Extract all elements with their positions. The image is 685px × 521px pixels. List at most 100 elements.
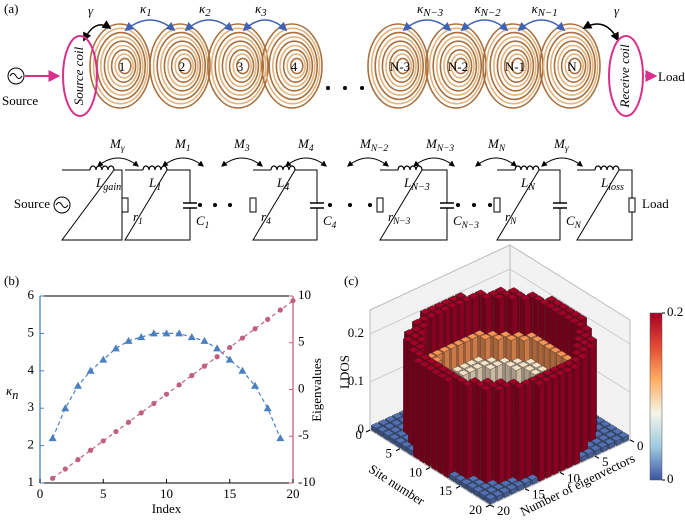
bar-top [426,305,439,312]
coupling-arrow [460,19,509,32]
point [73,381,82,389]
coil-turn [546,31,597,101]
coil-turn [149,23,211,109]
bar-top [494,378,507,385]
y-tick-label: 5 [28,324,35,339]
coil-number: 1 [119,59,126,74]
coil-number: N-3 [390,59,410,74]
bar-top [511,357,524,364]
coil-turn [392,53,413,79]
coil-turn [435,36,480,96]
coil-turn [439,40,478,92]
bar-top [523,365,536,372]
bar-face [485,387,492,487]
bar-top [460,478,473,485]
bar-top [568,363,581,370]
y2-tick-label: 5 [298,334,305,349]
x-tick [455,485,461,489]
gamma-arrow [83,20,112,42]
ellipsis-dot [198,203,202,207]
coupling-label-base: κ [255,1,262,16]
coil-turn [564,53,585,79]
bar-top [531,335,544,342]
coil-number: N-2 [448,59,468,74]
bar-top [604,431,617,438]
bar-face [425,367,431,468]
coil-turn [496,40,535,92]
capacitor-label-base: C [323,213,332,228]
bar-top [611,428,624,435]
coil-turn [92,27,149,105]
bar-top [498,487,511,494]
bar [617,431,630,443]
bar-top [491,360,504,367]
bar-top [555,350,568,357]
bar-top [484,493,497,500]
bar-top [479,333,492,340]
x-tick [395,448,401,452]
bar-top [438,346,451,353]
circuit-loop [249,165,324,241]
resistor-label-base: r [261,209,267,224]
capacitor-label-sub: N−3 [461,221,480,231]
coil-turn [100,36,144,96]
coil-turn [174,53,194,79]
point [137,333,146,341]
bar-top [520,379,533,386]
bar-top [556,310,569,317]
bar-top [409,332,422,339]
x-tick-label: 15 [223,486,236,501]
bar-top [551,299,564,306]
bar-top [590,437,603,444]
bar-top [474,381,487,387]
x-tick-label: 5 [100,486,107,501]
bar-top [568,317,581,324]
resistor-label-sub: 1 [138,217,143,227]
y-tick-label: 0 [637,438,644,453]
mutual-label-base: M [109,136,122,151]
ellipsis-dot [326,86,330,90]
inductor [514,165,540,171]
inductor-label: L1 [148,175,161,193]
bar-face [494,387,500,488]
y-tick [524,488,530,492]
coupling-label-base: κ [140,1,147,16]
y-axis-label-base: κ [6,383,13,398]
mutual-label: M4 [297,136,314,154]
mutual-label-base: M [553,136,566,151]
mutual-label-base: M [297,136,310,151]
mutual-label-sub: 1 [186,144,191,154]
point [263,404,272,412]
inductor-label-base: L [600,175,608,190]
coil-turn [268,31,319,101]
bar-top [603,438,616,445]
coil-turn [218,36,262,96]
inductor-label-sub: 4 [284,182,289,193]
inductor-label-sub: N [527,182,536,193]
mutual-label-base: M [425,136,438,151]
coil-turn [549,36,594,96]
coil-turn [539,23,601,109]
mutual-label: M3 [233,136,250,154]
point [214,354,220,360]
circuit-loop [493,165,567,241]
bar-top [418,315,431,322]
circuit-source-label: Source [14,196,50,211]
coil-turn [160,36,204,96]
bar-top [419,308,432,315]
bar-face [498,388,505,488]
mutual-label-sub: 4 [309,144,314,154]
coil: N-3 [367,23,429,109]
bar-top [596,441,609,448]
coil-turn [553,40,592,92]
bar-top [424,365,437,371]
bar-top [576,353,589,360]
inductor [594,165,620,171]
mutual-label: M1 [174,136,191,154]
bar-top [467,475,480,482]
coil-number: 4 [291,59,298,74]
coil-turn [489,31,540,101]
bar-top [415,336,428,343]
coil-number: 3 [237,59,244,74]
bar-top [430,368,443,375]
